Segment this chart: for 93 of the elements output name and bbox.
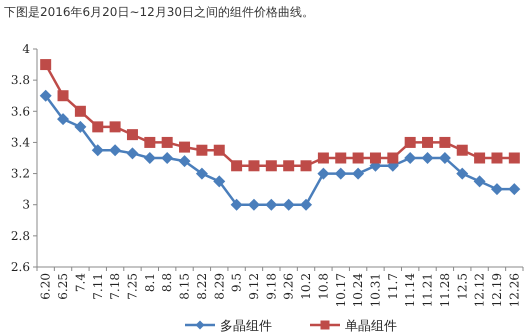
y-tick-label: 3 (22, 198, 30, 212)
point (196, 144, 208, 156)
x-tick-label: 12.26 (507, 273, 522, 308)
point (491, 152, 502, 164)
point (404, 152, 416, 164)
point (231, 160, 242, 172)
point (300, 160, 312, 172)
x-tick-label: 11.21 (420, 273, 435, 308)
chart-title: 下图是2016年6月20日~12月30日之间的组件价格曲线。 (4, 5, 314, 19)
point (265, 198, 278, 211)
x-tick-label: 11.28 (438, 273, 452, 308)
x-tick-label: 11.7 (386, 273, 400, 300)
point (490, 183, 503, 196)
legend-label: 多晶组件 (220, 319, 272, 334)
y-tick-label: 2.6 (10, 260, 30, 274)
point (40, 90, 52, 102)
point (404, 136, 416, 148)
point (161, 152, 174, 164)
point (422, 152, 434, 164)
x-tick-label: 8.8 (160, 273, 174, 292)
y-tick-label: 2.8 (10, 228, 30, 243)
point (162, 136, 173, 148)
point (438, 152, 451, 164)
point (179, 142, 190, 153)
point (300, 198, 312, 211)
point (110, 121, 121, 132)
x-tick-label: 11.14 (403, 272, 418, 308)
legend-label: 单晶组件 (345, 319, 397, 334)
point (282, 198, 295, 211)
x-tick-label: 10.8 (316, 273, 330, 300)
point (58, 90, 69, 102)
x-tick-label: 9.26 (282, 273, 296, 300)
x-tick-label: 8.15 (178, 273, 192, 300)
x-tick-label: 10.2 (299, 273, 314, 300)
x-tick-label: 12.12 (472, 273, 487, 308)
point (196, 168, 208, 180)
y-tick-label: 3.2 (10, 166, 30, 181)
point (352, 168, 364, 180)
point (370, 152, 381, 164)
y-tick-label: 3.8 (10, 73, 30, 88)
point (317, 168, 330, 180)
x-tick-label: 9.12 (246, 273, 261, 300)
point (74, 106, 86, 117)
point (74, 120, 86, 133)
point (40, 59, 52, 70)
point (334, 168, 347, 180)
x-tick-label: 9.18 (264, 273, 278, 300)
point (109, 144, 122, 156)
point (126, 147, 138, 160)
point (248, 198, 260, 211)
point (144, 136, 156, 148)
point (178, 155, 191, 168)
x-tick-label: 7.25 (125, 273, 140, 300)
point (387, 152, 398, 164)
x-tick-label: 10.31 (368, 273, 382, 308)
y-tick-label: 3.6 (10, 104, 30, 118)
point (508, 183, 520, 196)
point (439, 136, 450, 148)
x-tick-label: 9.5 (230, 273, 244, 292)
x-tick-label: 8.29 (212, 273, 226, 300)
point (248, 160, 260, 172)
point (230, 198, 243, 211)
point (474, 175, 486, 188)
y-tick-label: 4 (22, 42, 30, 56)
point (422, 136, 434, 148)
point (214, 144, 225, 156)
x-tick-label: 7.18 (108, 273, 122, 300)
point (456, 168, 468, 180)
y-tick-label: 3.4 (10, 135, 30, 150)
point (283, 160, 294, 172)
point (318, 152, 329, 164)
point (456, 144, 468, 156)
x-tick-label: 8.22 (194, 273, 209, 300)
point (335, 152, 346, 164)
x-tick-label: 12.19 (490, 273, 504, 308)
x-tick-label: 7.4 (73, 272, 88, 292)
point (352, 152, 364, 164)
point (57, 113, 70, 126)
x-tick-label: 6.20 (38, 273, 53, 300)
point (92, 144, 104, 156)
point (92, 121, 104, 132)
x-tick-label: 7.11 (90, 273, 105, 300)
point (126, 129, 138, 140)
x-tick-label: 8.1 (142, 273, 157, 292)
point (508, 152, 520, 164)
point (266, 160, 277, 172)
point (213, 175, 226, 188)
x-tick-label: 10.24 (351, 272, 366, 308)
point (144, 152, 156, 164)
point (474, 152, 486, 164)
x-tick-label: 12.5 (455, 273, 470, 300)
x-tick-label: 10.17 (334, 273, 348, 308)
x-tick-label: 6.25 (56, 273, 70, 300)
